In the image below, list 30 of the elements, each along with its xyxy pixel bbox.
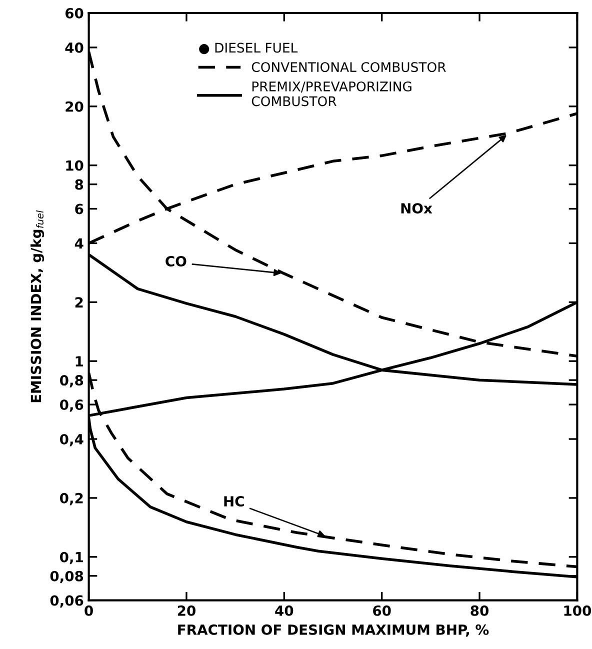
y-tick-label: 0,1 bbox=[60, 552, 83, 564]
legend-title: ● DIESEL FUEL bbox=[199, 42, 298, 54]
y-tick-label: 0,2 bbox=[60, 492, 83, 506]
y-tick-label: 8 bbox=[75, 179, 84, 190]
y-tick-label: 40 bbox=[65, 42, 84, 53]
y-tick-label: 0,4 bbox=[60, 434, 84, 446]
y-tick-label: 4 bbox=[74, 238, 84, 249]
annotation: NOx bbox=[401, 203, 432, 214]
annotation: HC bbox=[224, 496, 244, 507]
x-tick-label: 80 bbox=[470, 605, 489, 616]
y-axis-title: EMISSION INDEX, g/kg$_{fuel}$ bbox=[30, 210, 44, 402]
x-tick-label: 40 bbox=[275, 605, 294, 616]
y-tick-label: 20 bbox=[66, 101, 84, 112]
legend-label: PREMIX/PREVAPORIZING COMBUSTOR bbox=[252, 81, 412, 106]
x-tick-label: 20 bbox=[178, 605, 196, 616]
y-tick-label: 2 bbox=[75, 297, 83, 308]
y-tick-label: 6 bbox=[75, 204, 84, 214]
y-tick-label: 0,08 bbox=[50, 570, 84, 584]
x-tick-label: 100 bbox=[564, 605, 592, 616]
legend-label: CONVENTIONAL COMBUSTOR bbox=[252, 62, 446, 72]
y-tick-label: 60 bbox=[65, 8, 84, 18]
y-tick-label: 0,8 bbox=[60, 375, 84, 388]
x-tick-label: 0 bbox=[84, 605, 93, 616]
annotation: CO bbox=[166, 256, 186, 266]
x-tick-label: 60 bbox=[373, 605, 391, 616]
y-tick-label: 0,06 bbox=[50, 595, 84, 608]
y-tick-label: 0,6 bbox=[60, 400, 84, 412]
x-axis-title: FRACTION OF DESIGN MAXIMUM BHP, % bbox=[178, 624, 489, 637]
y-tick-label: 1 bbox=[76, 356, 83, 366]
y-tick-label: 10 bbox=[66, 160, 84, 171]
